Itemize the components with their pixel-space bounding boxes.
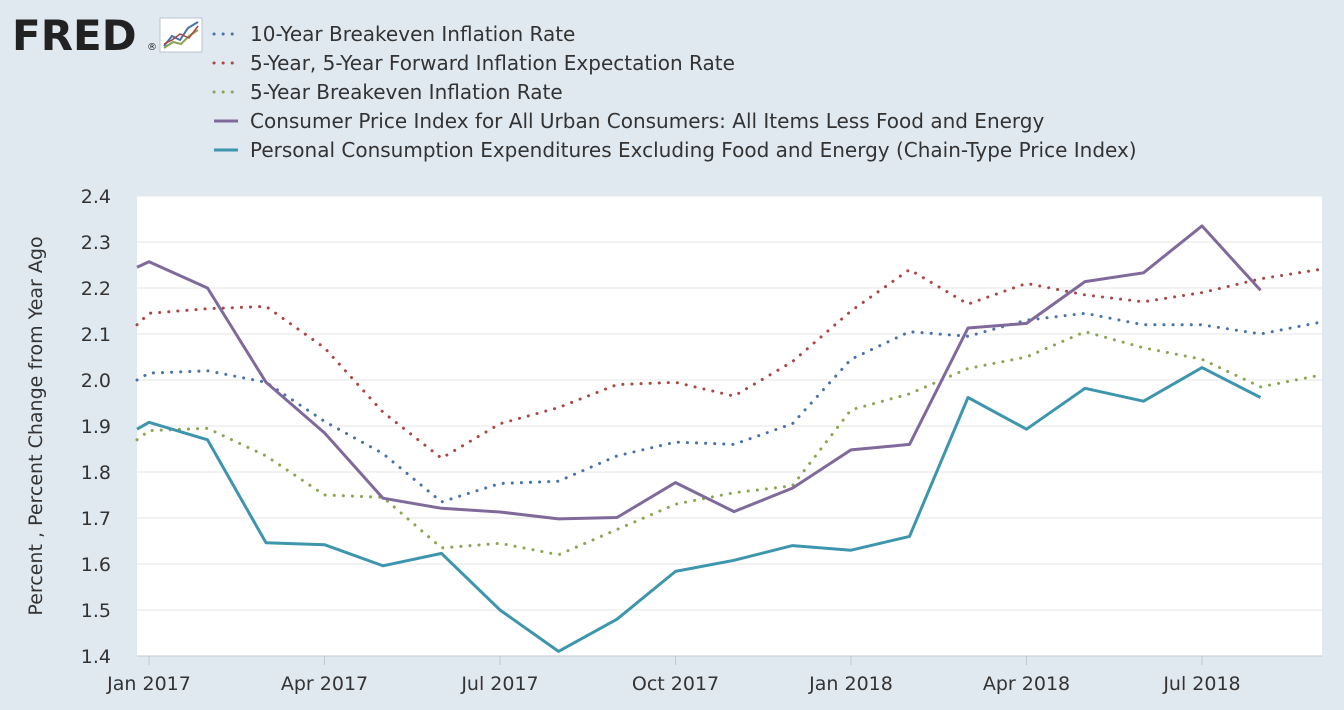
- y-axis-label: Percent , Percent Change from Year Ago: [25, 236, 47, 615]
- y-tick-label: 2.2: [81, 278, 111, 300]
- legend-item-5[interactable]: Personal Consumption Expenditures Exclud…: [214, 138, 1137, 162]
- legend: 10-Year Breakeven Inflation Rate 5-Year, …: [212, 22, 1137, 162]
- legend-label: 5-Year Breakeven Inflation Rate: [250, 80, 563, 104]
- fred-chart-icon: [159, 17, 203, 53]
- x-tick-label: Apr 2018: [983, 673, 1070, 695]
- x-axis: Jan 2017 Apr 2017 Jul 2017 Oct 2017 Jan 2018…: [106, 656, 1241, 695]
- y-tick-label: 1.4: [81, 646, 111, 668]
- y-axis: 1.4 1.5 1.6 1.7 1.8 1.9 2.0 2.1 2.2 2.3 2.4: [81, 186, 111, 668]
- registered-mark: ®: [147, 42, 157, 53]
- x-tick-label: Jul 2017: [460, 673, 538, 695]
- fred-logo[interactable]: FRED ®: [12, 11, 203, 60]
- y-tick-label: 2.0: [81, 370, 111, 392]
- x-tick-label: Oct 2017: [632, 673, 719, 695]
- y-tick-label: 1.6: [81, 554, 111, 576]
- legend-label: 5-Year, 5-Year Forward Inflation Expecta…: [250, 51, 735, 75]
- y-tick-label: 1.5: [81, 600, 111, 622]
- series-line-2[interactable]: [135, 268, 1321, 460]
- x-tick-label: Jan 2017: [106, 673, 191, 695]
- y-tick-label: 2.1: [81, 324, 111, 346]
- x-tick-label: Jul 2018: [1162, 673, 1240, 695]
- x-tick-label: Apr 2017: [281, 673, 368, 695]
- legend-item-3[interactable]: 5-Year Breakeven Inflation Rate: [212, 80, 563, 104]
- series-line-5[interactable]: [136, 366, 1262, 653]
- legend-label: Personal Consumption Expenditures Exclud…: [250, 138, 1137, 162]
- legend-item-1[interactable]: 10-Year Breakeven Inflation Rate: [212, 22, 575, 46]
- y-tick-label: 1.7: [81, 508, 111, 530]
- legend-item-2[interactable]: 5-Year, 5-Year Forward Inflation Expecta…: [212, 51, 735, 75]
- series-line-4[interactable]: [136, 224, 1262, 521]
- legend-label: 10-Year Breakeven Inflation Rate: [250, 22, 575, 46]
- fred-logo-text: FRED: [12, 11, 137, 60]
- y-tick-label: 2.4: [81, 186, 111, 208]
- legend-label: Consumer Price Index for All Urban Consu…: [250, 109, 1044, 133]
- grid-lines: [137, 195, 1322, 611]
- series-line-1[interactable]: [135, 311, 1321, 504]
- y-tick-label: 1.9: [81, 416, 111, 438]
- series-layer: [135, 224, 1321, 653]
- y-tick-label: 1.8: [81, 462, 111, 484]
- y-tick-label: 2.3: [81, 232, 111, 254]
- legend-item-4[interactable]: Consumer Price Index for All Urban Consu…: [214, 109, 1044, 133]
- x-tick-label: Jan 2018: [808, 673, 893, 695]
